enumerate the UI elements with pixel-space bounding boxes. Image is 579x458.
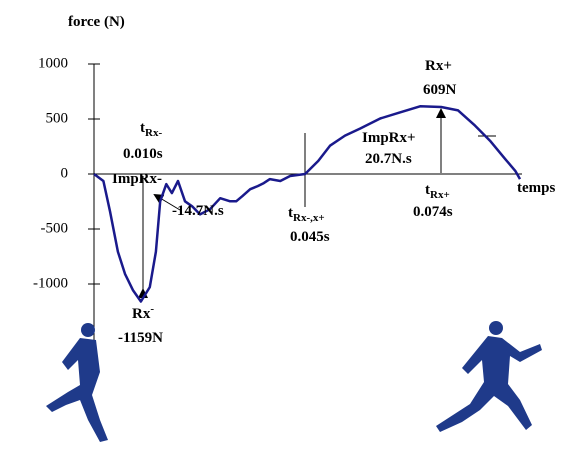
annotation-sub: Rx+ [430,189,450,201]
force-line [93,105,522,303]
x-axis-label: temps [517,180,555,196]
annotation: 0.045s [290,229,330,245]
annotation: ImpRx- [112,171,162,187]
y-tick-label: 1000 [38,55,68,71]
runner-left [46,323,108,442]
y-tick-label: -1000 [33,275,68,291]
annotation-base: t [288,205,293,221]
y-tick-label: 500 [46,110,69,126]
annotation: 609N [423,82,457,98]
y-tick-label: -500 [41,220,69,236]
annotation: Rx+ [425,58,452,74]
annotation: 20.7N.s [365,151,412,167]
y-axis-label: force (N) [68,14,125,30]
annotation: 0.010s [123,146,163,162]
annotation-sub: Rx-,x+ [293,212,325,224]
annotation: -1159N [118,330,163,346]
annotation: -14.7N.s [172,203,224,219]
annotation: tRx-,x+ [288,205,325,224]
annotation: 0.074s [413,204,453,220]
annotation: ImpRx+ [362,130,416,146]
runner-right [436,321,542,432]
annotation: Rx- [132,303,154,322]
annotation-sub: Rx- [145,127,162,139]
annotation-base: t [425,182,430,198]
annotation-base: t [140,120,145,136]
annotation-base: Rx [132,306,151,322]
annotation: tRx+ [425,182,450,201]
annotation-sup: - [150,303,154,315]
y-tick-label: 0 [61,165,69,181]
impulse-arrow [153,193,181,211]
annotation: tRx- [140,120,162,139]
